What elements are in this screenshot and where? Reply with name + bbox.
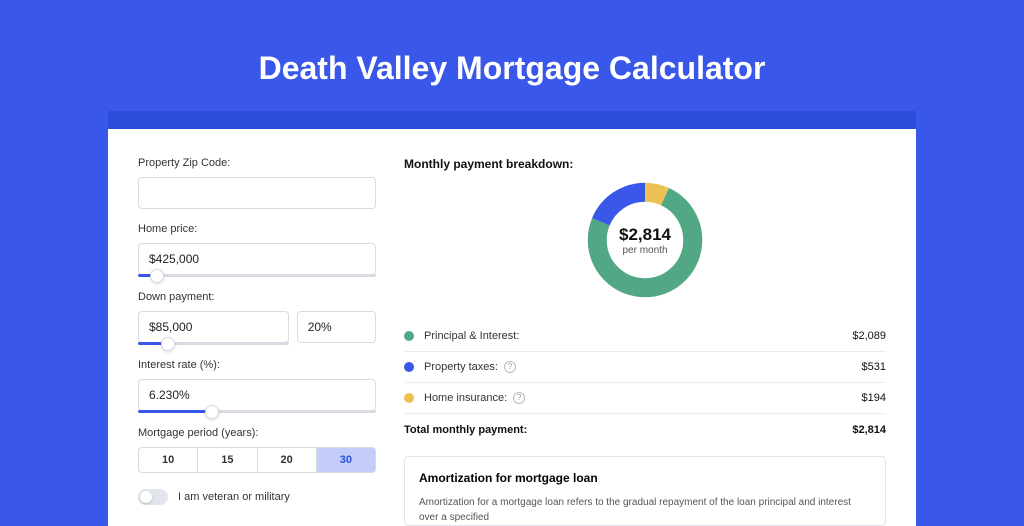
donut-wrap: $2,814 per month (404, 177, 886, 303)
donut-chart: $2,814 per month (582, 177, 708, 303)
interest-slider[interactable] (138, 410, 376, 413)
total-row: Total monthly payment: $2,814 (404, 414, 886, 448)
period-tabs: 10152030 (138, 447, 376, 473)
breakdown-title: Monthly payment breakdown: (404, 157, 886, 171)
legend-amount-insurance: $194 (862, 392, 886, 404)
down-payment-label: Down payment: (138, 291, 376, 303)
legend-amount-principal: $2,089 (852, 330, 886, 342)
help-icon[interactable]: ? (513, 392, 525, 404)
veteran-toggle-knob (140, 491, 152, 503)
amortization-text: Amortization for a mortgage loan refers … (419, 495, 871, 525)
down-payment-slider[interactable] (138, 342, 289, 345)
amortization-card: Amortization for mortgage loan Amortizat… (404, 456, 886, 526)
help-icon[interactable]: ? (504, 361, 516, 373)
veteran-toggle[interactable] (138, 489, 168, 505)
zip-group: Property Zip Code: (138, 157, 376, 209)
period-group: Mortgage period (years): 10152030 (138, 427, 376, 473)
interest-slider-fill (138, 410, 212, 413)
header-strip (108, 111, 916, 129)
donut-center: $2,814 per month (582, 177, 708, 303)
calculator-panel: Property Zip Code: Home price: Down paym… (108, 129, 916, 526)
total-label: Total monthly payment: (404, 424, 852, 436)
home-price-label: Home price: (138, 223, 376, 235)
legend-swatch-taxes (404, 362, 414, 372)
period-label: Mortgage period (years): (138, 427, 376, 439)
home-price-group: Home price: (138, 223, 376, 277)
down-payment-percent-input[interactable] (297, 311, 376, 343)
amortization-title: Amortization for mortgage loan (419, 471, 871, 485)
legend-row-taxes: Property taxes:?$531 (404, 352, 886, 383)
veteran-label: I am veteran or military (178, 491, 290, 503)
interest-label: Interest rate (%): (138, 359, 376, 371)
home-price-slider[interactable] (138, 274, 376, 277)
breakdown-column: Monthly payment breakdown: $2,814 per mo… (404, 157, 886, 526)
donut-center-value: $2,814 (619, 225, 671, 245)
interest-slider-thumb[interactable] (205, 405, 219, 419)
form-column: Property Zip Code: Home price: Down paym… (138, 157, 376, 526)
period-tab-20[interactable]: 20 (258, 447, 317, 473)
down-payment-slider-thumb[interactable] (161, 337, 175, 351)
zip-label: Property Zip Code: (138, 157, 376, 169)
legend-label-taxes: Property taxes:? (424, 361, 862, 373)
legend-row-principal: Principal & Interest:$2,089 (404, 321, 886, 352)
period-tab-10[interactable]: 10 (138, 447, 198, 473)
veteran-row: I am veteran or military (138, 489, 376, 505)
page-title: Death Valley Mortgage Calculator (108, 50, 916, 87)
down-payment-group: Down payment: (138, 291, 376, 345)
legend-label-principal: Principal & Interest: (424, 330, 852, 342)
interest-group: Interest rate (%): (138, 359, 376, 413)
home-price-slider-thumb[interactable] (150, 269, 164, 283)
legend-swatch-principal (404, 331, 414, 341)
down-payment-amount-input[interactable] (138, 311, 289, 343)
legend-amount-taxes: $531 (862, 361, 886, 373)
interest-input[interactable] (138, 379, 376, 411)
period-tab-15[interactable]: 15 (198, 447, 257, 473)
legend-label-insurance: Home insurance:? (424, 392, 862, 404)
period-tab-30[interactable]: 30 (317, 447, 376, 473)
legend-swatch-insurance (404, 393, 414, 403)
donut-center-sub: per month (622, 245, 667, 256)
zip-input[interactable] (138, 177, 376, 209)
total-amount: $2,814 (852, 424, 886, 436)
legend-row-insurance: Home insurance:?$194 (404, 383, 886, 414)
home-price-input[interactable] (138, 243, 376, 275)
